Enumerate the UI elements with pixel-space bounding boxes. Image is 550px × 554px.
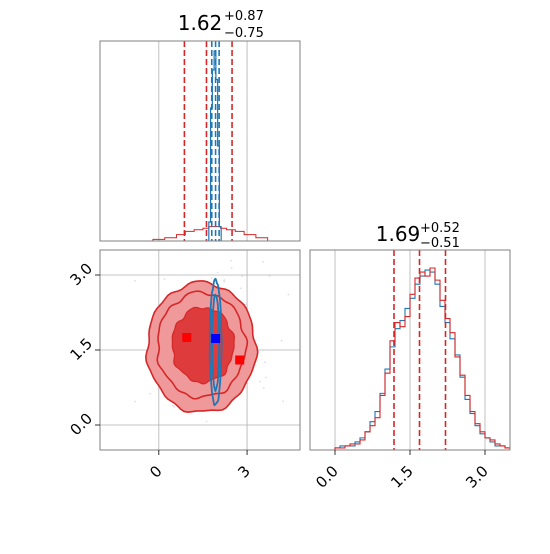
title-top-left: 1.62 <box>178 11 223 35</box>
scatter-point <box>223 279 226 281</box>
scatter-point <box>134 280 136 282</box>
scatter-point <box>239 287 242 290</box>
scatter-point <box>149 392 152 395</box>
scatter-point <box>134 400 136 403</box>
title-top-left-minus: −0.75 <box>224 26 264 41</box>
scatter-point <box>230 259 232 262</box>
panel-bottom-left: 0 3 0.0 1.5 3.0 <box>66 235 340 482</box>
y-tick-label-bottom-left-0: 0.0 <box>66 409 96 439</box>
grid-bottom-right <box>334 250 486 450</box>
scatter-point <box>171 404 174 407</box>
scatter-point <box>157 388 160 391</box>
x-tick-label-bottom-right-1: 1.5 <box>387 462 417 492</box>
panel-bottom-right: 0.0 1.5 3.0 1.69 +0.52 −0.51 <box>309 221 511 492</box>
x-tick-label-bottom-left-0: 0 <box>146 462 165 481</box>
scatter-point <box>263 361 266 364</box>
scatter-point <box>223 280 226 283</box>
scatter-point <box>245 303 247 306</box>
y-tick-label-bottom-left-2: 3.0 <box>66 259 96 289</box>
scatter-point <box>205 420 208 423</box>
scatter-point <box>216 271 219 274</box>
scatter-point <box>173 406 176 408</box>
scatter-point <box>262 260 265 263</box>
scatter-point <box>128 235 130 237</box>
blue-contour-0 <box>208 277 223 407</box>
scatter-point <box>280 339 283 342</box>
marks-top-left <box>100 41 300 241</box>
scatter-point <box>210 277 213 279</box>
red-histogram-top-left <box>100 226 300 241</box>
scatter-point <box>287 293 290 296</box>
marks-bottom-right <box>310 250 510 450</box>
title-top-left-value: 1.62 <box>178 11 223 35</box>
panel-top-left: 1.62 +0.87 −0.75 <box>99 9 301 242</box>
red-marker-1 <box>235 355 245 365</box>
scatter-point <box>282 400 285 403</box>
y-tick-label-bottom-left-1: 1.5 <box>66 334 96 364</box>
scatter-point <box>264 376 267 379</box>
scatter-point <box>163 278 166 281</box>
x-tick-label-bottom-right-0: 0.0 <box>312 462 342 492</box>
scatter-point <box>241 275 244 278</box>
title-bottom-right-plus: +0.52 <box>420 221 460 236</box>
x-tick-label-bottom-right-2: 3.0 <box>462 462 492 492</box>
red-marker-0 <box>182 333 192 342</box>
ticks-bottom-right: 0.0 1.5 3.0 <box>312 450 492 492</box>
scatter-point <box>259 380 261 383</box>
blue-marker-0 <box>211 334 221 343</box>
grid-top-left <box>158 41 248 241</box>
x-tick-label-bottom-left-1: 3 <box>234 462 253 481</box>
scatter-point <box>268 275 271 277</box>
blue-histogram-bottom-right <box>310 269 510 450</box>
scatter-point <box>338 330 340 332</box>
scatter-point <box>262 387 265 389</box>
marks-bottom-left <box>128 235 340 423</box>
frame-top-left <box>99 40 301 242</box>
title-bottom-right-minus: −0.51 <box>420 236 460 251</box>
title-bottom-right: 1.69 <box>376 222 421 246</box>
title-bottom-right-value: 1.69 <box>376 222 421 246</box>
scatter-point <box>230 267 233 270</box>
title-top-left-plus: +0.87 <box>224 9 264 24</box>
